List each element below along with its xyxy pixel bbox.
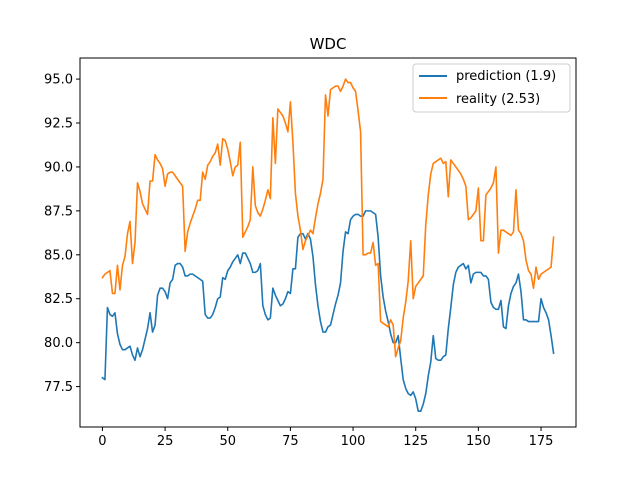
x-tick-label: 50 — [219, 434, 236, 449]
x-tick-label: 100 — [341, 434, 366, 449]
legend-label-prediction: prediction (1.9) — [456, 69, 556, 84]
y-tick-label: 82.5 — [44, 292, 73, 307]
x-tick-label: 150 — [466, 434, 491, 449]
x-tick-label: 75 — [282, 434, 299, 449]
plot-frame — [79, 57, 577, 428]
legend-box — [412, 63, 571, 113]
y-tick-label: 80.0 — [44, 336, 73, 351]
legend: prediction (1.9) reality (2.53) — [412, 63, 571, 113]
x-axis: 0 25 50 75 100 125 150 175 — [98, 427, 553, 449]
x-tick-label: 175 — [529, 434, 554, 449]
series-layer — [101, 78, 555, 412]
chart-title: WDC — [310, 35, 347, 53]
series-line-1 — [101, 78, 555, 358]
y-tick-label: 85.0 — [44, 248, 73, 263]
series-line-0 — [101, 210, 555, 412]
plot-area — [80, 58, 576, 427]
y-axis: 77.5 80.0 82.5 85.0 87.5 90.0 92.5 95.0 — [44, 73, 80, 395]
x-tick-label: 125 — [403, 434, 428, 449]
y-tick-label: 90.0 — [44, 160, 73, 175]
y-tick-label: 77.5 — [44, 380, 73, 395]
x-tick-label: 25 — [157, 434, 174, 449]
y-tick-label: 95.0 — [44, 73, 73, 88]
x-tick-label: 0 — [98, 434, 106, 449]
y-tick-label: 87.5 — [44, 204, 73, 219]
y-tick-label: 92.5 — [44, 117, 73, 132]
legend-label-reality: reality (2.53) — [456, 92, 540, 107]
